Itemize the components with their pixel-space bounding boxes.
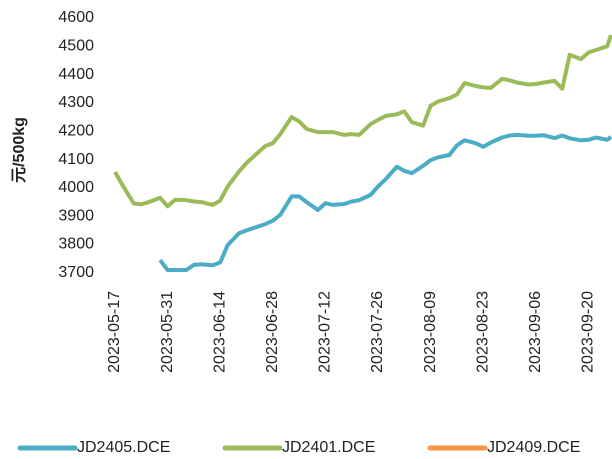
x-tick-label: 2023-09-20 (580, 291, 597, 373)
legend-label: JD2405.DCE (77, 439, 170, 456)
x-tick-label: 2023-06-28 (264, 291, 281, 373)
y-axis-label: 元/500kg (11, 117, 28, 183)
x-tick-label: 2023-05-17 (106, 291, 123, 373)
y-tick-label: 3800 (58, 236, 94, 253)
y-tick-label: 4600 (58, 9, 94, 26)
x-tick-label: 2023-08-09 (422, 291, 439, 373)
x-tick-label: 2023-05-31 (159, 291, 176, 373)
y-tick-label: 4300 (58, 94, 94, 111)
line-series (158, 132, 612, 272)
legend-label: JD2409.DCE (487, 439, 580, 456)
y-tick-label: 4400 (58, 66, 94, 83)
x-tick-label: 2023-09-06 (527, 291, 544, 373)
y-tick-label: 3700 (58, 264, 94, 281)
x-tick-label: 2023-08-23 (474, 291, 491, 373)
y-tick-label: 4200 (58, 122, 94, 139)
line-series (113, 34, 612, 209)
y-tick-label: 4000 (58, 179, 94, 196)
x-tick-label: 2023-06-14 (211, 291, 228, 373)
y-tick-label: 4100 (58, 151, 94, 168)
x-tick-label: 2023-07-26 (369, 291, 386, 373)
y-tick-label: 3900 (58, 207, 94, 224)
y-tick-label: 4500 (58, 38, 94, 55)
legend-label: JD2401.DCE (282, 439, 375, 456)
x-tick-label: 2023-07-12 (317, 291, 334, 373)
